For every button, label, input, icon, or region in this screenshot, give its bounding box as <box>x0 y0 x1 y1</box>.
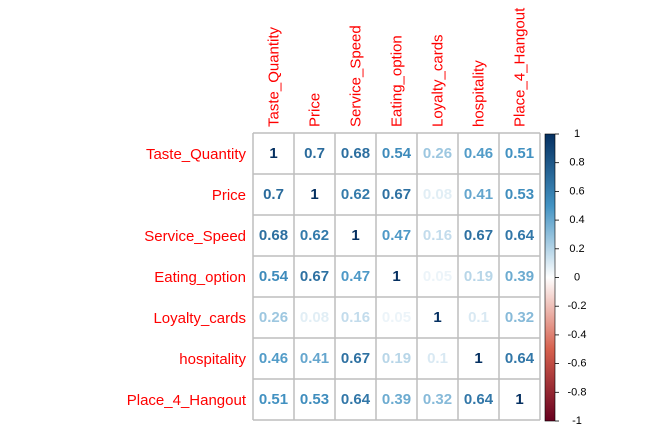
cell-value: 0.64 <box>341 391 371 408</box>
cell-value: 0.41 <box>464 186 493 203</box>
colorbar-gradient <box>544 133 556 422</box>
colorbar-tick-label: 0.2 <box>569 243 584 255</box>
cell-value: 0.51 <box>505 145 534 162</box>
cell-value: 0.26 <box>259 309 288 326</box>
cell-value: 0.51 <box>259 391 288 408</box>
cell-value: 0.47 <box>382 227 411 244</box>
cell-value: 1 <box>392 268 400 285</box>
cell-value: 0.67 <box>300 268 329 285</box>
cell-value: 0.67 <box>464 227 493 244</box>
colorbar-tick-label: -1 <box>572 415 582 427</box>
column-label: Place_4_Hangout <box>512 7 529 127</box>
colorbar-tick-label: -0.4 <box>568 329 587 341</box>
column-label: Price <box>307 93 324 127</box>
row-label: Loyalty_cards <box>153 310 246 327</box>
heatmap-grid <box>252 132 541 421</box>
cell-value: 0.16 <box>341 309 370 326</box>
column-label: Taste_Quantity <box>266 26 283 127</box>
cell-value: 0.46 <box>464 145 493 162</box>
cell-value: 0.7 <box>304 145 325 162</box>
row-label: Service_Speed <box>144 228 246 245</box>
cell-value: 0.7 <box>263 186 284 203</box>
column-label: Loyalty_cards <box>430 34 447 127</box>
column-label: Eating_option <box>389 35 406 127</box>
cell-value: 0.32 <box>505 309 534 326</box>
cell-value: 0.1 <box>468 309 489 326</box>
colorbar-tick-label: -0.2 <box>568 300 587 312</box>
color-legend: 1 0.8 0.6 0.4 0.2 0 -0.2 -0.4 -0.6 -0.8 -1 <box>544 128 587 427</box>
cell-value: 1 <box>433 309 441 326</box>
cell-value: 0.46 <box>259 350 288 367</box>
row-label: Eating_option <box>154 269 246 286</box>
cell-value: 1 <box>310 186 318 203</box>
cell-value: 0.05 <box>423 268 452 285</box>
row-labels: Taste_Quantity Price Service_Speed Eating_o… <box>127 146 247 409</box>
cell-value: 1 <box>515 391 523 408</box>
colorbar-tick-label: 0 <box>574 272 580 284</box>
cell-value: 0.67 <box>382 186 411 203</box>
cell-value: 0.26 <box>423 145 452 162</box>
colorbar-tick-label: 0.4 <box>569 214 584 226</box>
colorbar-tick-label: 0.6 <box>569 185 584 197</box>
cell-value: 0.1 <box>427 350 448 367</box>
cell-value: 0.54 <box>382 145 412 162</box>
cell-value: 1 <box>474 350 482 367</box>
colorbar-tick-label: 1 <box>574 128 580 140</box>
column-label: hospitality <box>471 60 488 127</box>
row-label: hospitality <box>179 351 246 368</box>
column-label: Service_Speed <box>348 25 365 127</box>
column-labels: Taste_Quantity Price Service_Speed Eating_o… <box>266 7 529 127</box>
cell-value: 0.08 <box>300 309 329 326</box>
cell-value: 0.05 <box>382 309 411 326</box>
colorbar-tick-label: 0.8 <box>569 157 584 169</box>
colorbar-tick-label: -0.8 <box>568 386 587 398</box>
row-label: Taste_Quantity <box>146 146 247 163</box>
cell-value: 0.39 <box>505 268 534 285</box>
cell-value: 0.47 <box>341 268 370 285</box>
colorbar-tick-label: -0.6 <box>568 358 587 370</box>
cell-value: 1 <box>351 227 359 244</box>
heatmap-cells: 1 0.7 0.68 0.54 0.26 0.46 0.51 0.7 1 0.62 0.67 0.08… <box>259 145 535 408</box>
cell-value: 0.68 <box>341 145 370 162</box>
row-label: Price <box>212 187 246 204</box>
cell-value: 0.64 <box>505 227 535 244</box>
cell-value: 0.19 <box>464 268 493 285</box>
cell-value: 0.19 <box>382 350 411 367</box>
cell-value: 0.62 <box>300 227 329 244</box>
cell-value: 0.39 <box>382 391 411 408</box>
cell-value: 0.32 <box>423 391 452 408</box>
cell-value: 0.67 <box>341 350 370 367</box>
cell-value: 0.53 <box>300 391 329 408</box>
row-label: Place_4_Hangout <box>127 392 247 409</box>
cell-value: 0.53 <box>505 186 534 203</box>
cell-value: 0.41 <box>300 350 329 367</box>
cell-value: 0.62 <box>341 186 370 203</box>
cell-value: 0.08 <box>423 186 452 203</box>
cell-value: 0.64 <box>464 391 494 408</box>
cell-value: 0.64 <box>505 350 535 367</box>
cell-value: 0.16 <box>423 227 452 244</box>
cell-value: 0.54 <box>259 268 289 285</box>
cell-value: 1 <box>269 145 277 162</box>
cell-value: 0.68 <box>259 227 288 244</box>
